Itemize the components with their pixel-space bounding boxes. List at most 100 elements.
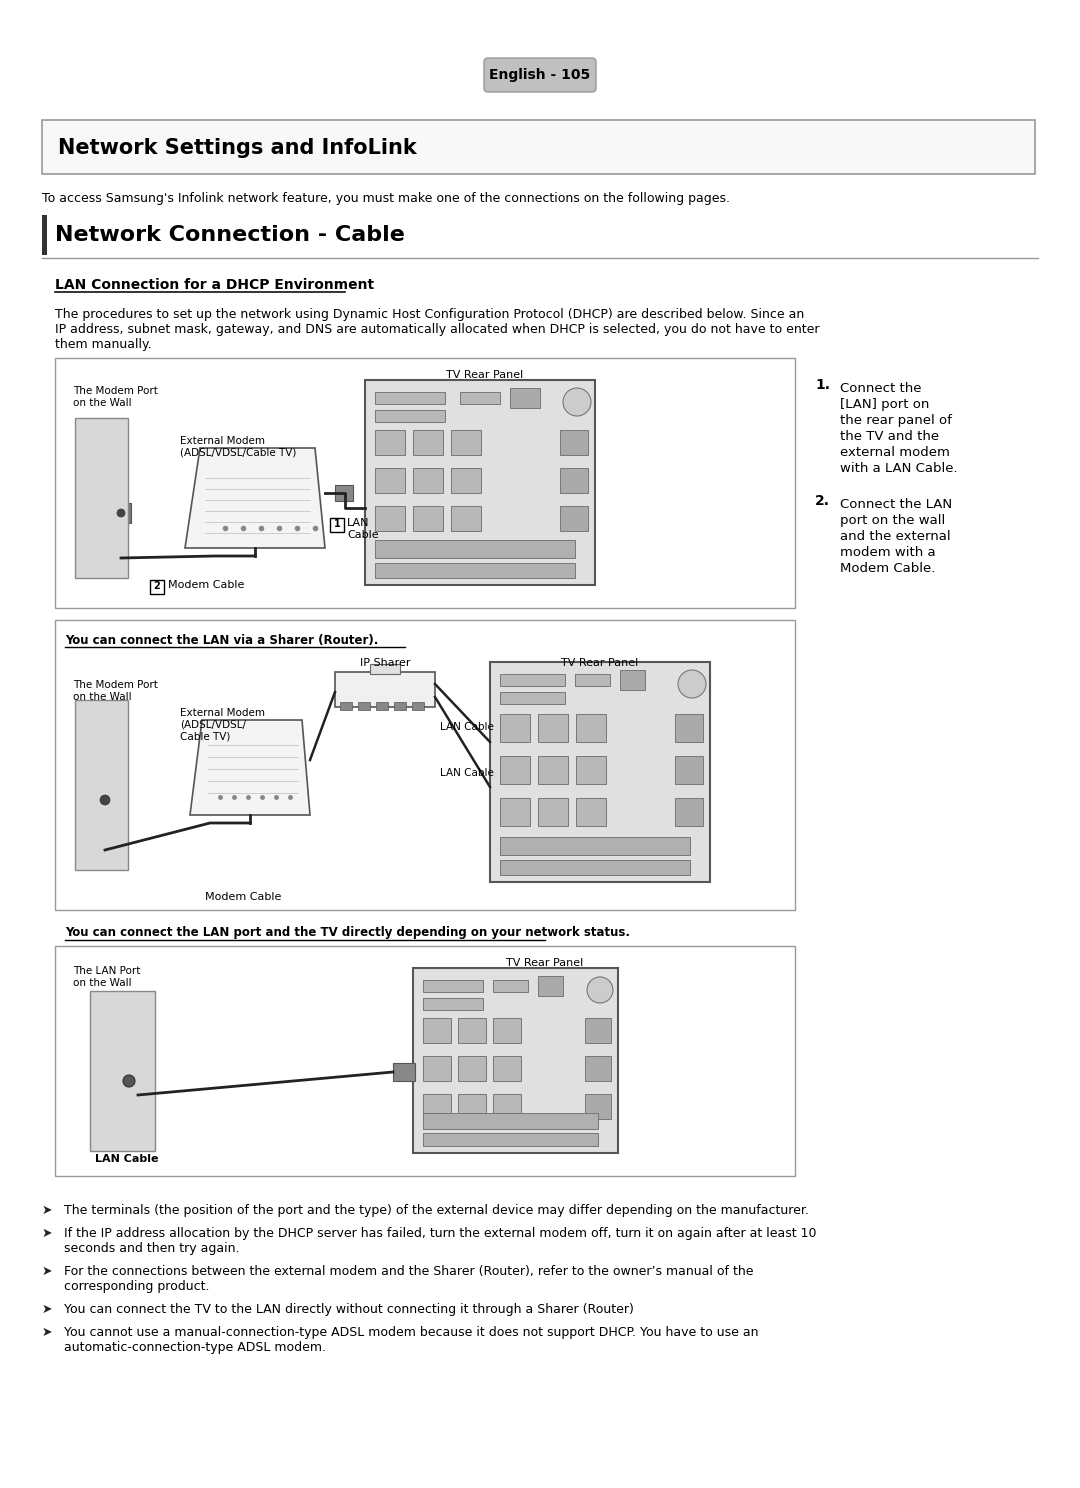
Text: IP Sharer: IP Sharer <box>360 658 410 668</box>
Text: corresponding product.: corresponding product. <box>64 1280 210 1293</box>
Bar <box>55 359 795 609</box>
Text: them manually.: them manually. <box>55 338 151 351</box>
Text: LAN: LAN <box>347 518 369 528</box>
Text: LAN Connection for a DHCP Environment: LAN Connection for a DHCP Environment <box>55 278 374 292</box>
Bar <box>500 836 690 856</box>
Bar <box>500 798 530 826</box>
Text: TV Rear Panel: TV Rear Panel <box>507 958 583 969</box>
Bar <box>538 714 568 743</box>
Text: ➤: ➤ <box>42 1265 53 1278</box>
Bar <box>458 1018 486 1043</box>
Bar <box>576 798 606 826</box>
Polygon shape <box>75 699 129 870</box>
Bar <box>538 976 563 995</box>
Circle shape <box>678 670 706 698</box>
Bar <box>393 1062 415 1080</box>
Text: You can connect the LAN via a Sharer (Router).: You can connect the LAN via a Sharer (Ro… <box>65 634 378 647</box>
Text: You can connect the LAN port and the TV directly depending on your network statu: You can connect the LAN port and the TV … <box>65 926 630 939</box>
Bar <box>585 1094 611 1119</box>
Bar <box>55 946 795 1176</box>
Bar <box>423 1018 451 1043</box>
Bar <box>575 674 610 686</box>
Bar <box>413 506 443 531</box>
Bar <box>500 714 530 743</box>
Circle shape <box>117 509 125 516</box>
Text: seconds and then try again.: seconds and then try again. <box>64 1242 240 1254</box>
Polygon shape <box>190 720 310 815</box>
Bar <box>510 388 540 408</box>
Circle shape <box>123 1074 135 1088</box>
Bar <box>490 662 710 882</box>
Bar <box>335 673 435 707</box>
Text: You can connect the TV to the LAN directly without connecting it through a Share: You can connect the TV to the LAN direct… <box>64 1303 634 1315</box>
Bar <box>500 674 565 686</box>
Text: TV Rear Panel: TV Rear Panel <box>446 371 524 379</box>
Text: The LAN Port
on the Wall: The LAN Port on the Wall <box>73 966 140 988</box>
Bar <box>675 714 703 743</box>
Circle shape <box>588 978 613 1003</box>
Bar <box>375 391 445 405</box>
Bar <box>375 411 445 423</box>
FancyBboxPatch shape <box>484 58 596 92</box>
Text: You cannot use a manual-connection-type ADSL modem because it does not support D: You cannot use a manual-connection-type … <box>64 1326 758 1339</box>
Text: The Modem Port
on the Wall: The Modem Port on the Wall <box>73 385 158 408</box>
Text: ➤: ➤ <box>42 1204 53 1217</box>
Text: External Modem
(ADSL/VDSL/Cable TV): External Modem (ADSL/VDSL/Cable TV) <box>180 436 296 458</box>
Bar <box>42 121 1035 174</box>
Bar <box>340 702 352 710</box>
Text: ➤: ➤ <box>42 1228 53 1240</box>
Bar <box>585 1018 611 1043</box>
Bar <box>458 1056 486 1080</box>
Bar <box>375 430 405 455</box>
Bar <box>370 664 400 674</box>
Bar <box>675 756 703 784</box>
Text: IP address, subnet mask, gateway, and DNS are automatically allocated when DHCP : IP address, subnet mask, gateway, and DN… <box>55 323 820 336</box>
Bar <box>451 506 481 531</box>
Polygon shape <box>185 448 325 548</box>
Text: Modem Cable: Modem Cable <box>168 580 244 591</box>
Bar <box>55 620 795 911</box>
Bar <box>585 1056 611 1080</box>
Text: the rear panel of: the rear panel of <box>840 414 951 427</box>
Text: automatic-connection-type ADSL modem.: automatic-connection-type ADSL modem. <box>64 1341 326 1354</box>
Bar <box>538 798 568 826</box>
Bar <box>423 1056 451 1080</box>
Polygon shape <box>90 991 156 1152</box>
Text: Modem Cable.: Modem Cable. <box>840 562 935 574</box>
Bar <box>451 469 481 493</box>
Bar <box>500 860 690 875</box>
Text: Network Connection - Cable: Network Connection - Cable <box>55 225 405 246</box>
Bar <box>423 1132 598 1146</box>
Bar <box>423 1113 598 1129</box>
Circle shape <box>100 795 110 805</box>
Bar <box>451 430 481 455</box>
Bar <box>376 702 388 710</box>
Text: LAN Cable: LAN Cable <box>95 1155 159 1164</box>
Bar <box>423 1094 451 1119</box>
Text: The Modem Port
on the Wall: The Modem Port on the Wall <box>73 680 158 702</box>
Bar <box>492 981 528 992</box>
Bar <box>460 391 500 405</box>
Text: ➤: ➤ <box>42 1303 53 1315</box>
Bar <box>411 702 424 710</box>
Bar <box>375 506 405 531</box>
Text: Modem Cable: Modem Cable <box>205 891 282 902</box>
Bar <box>357 702 370 710</box>
Bar <box>576 756 606 784</box>
Bar <box>500 756 530 784</box>
Text: If the IP address allocation by the DHCP server has failed, turn the external mo: If the IP address allocation by the DHCP… <box>64 1228 816 1240</box>
Text: English - 105: English - 105 <box>489 68 591 82</box>
Bar <box>413 469 443 493</box>
Bar <box>576 714 606 743</box>
Bar <box>365 379 595 585</box>
Text: and the external: and the external <box>840 530 950 543</box>
Text: Connect the LAN: Connect the LAN <box>840 498 953 510</box>
Text: External Modem
(ADSL/VDSL/
Cable TV): External Modem (ADSL/VDSL/ Cable TV) <box>180 708 265 741</box>
Bar <box>561 506 588 531</box>
Bar <box>150 580 164 594</box>
Text: 2.: 2. <box>815 494 831 507</box>
Bar <box>492 1094 521 1119</box>
Text: To access Samsung's Infolink network feature, you must make one of the connectio: To access Samsung's Infolink network fea… <box>42 192 730 205</box>
Bar <box>492 1018 521 1043</box>
Text: [LAN] port on: [LAN] port on <box>840 397 930 411</box>
